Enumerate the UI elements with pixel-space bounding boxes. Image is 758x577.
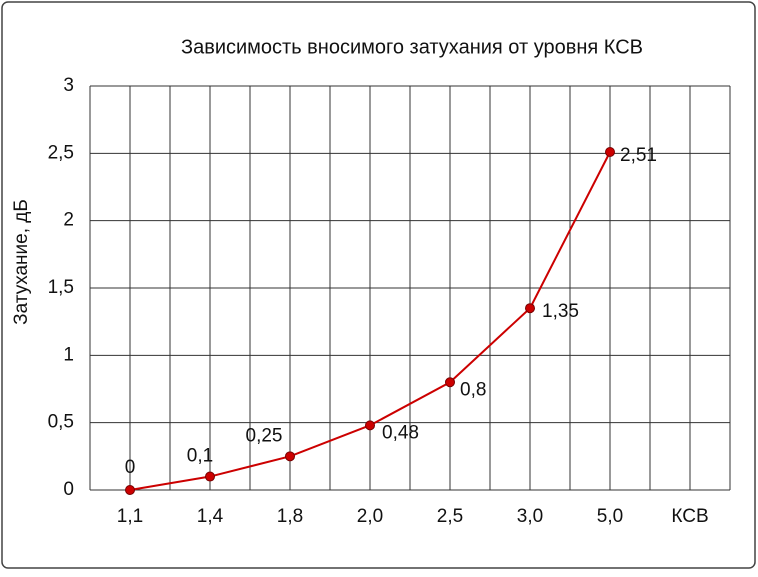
y-tick-label: 1,5 [48, 277, 74, 298]
x-tick-label: 1,1 [117, 506, 143, 527]
data-label: 0,8 [460, 379, 486, 400]
x-tick-label: 5,0 [597, 506, 623, 527]
point [445, 377, 455, 388]
y-tick-label: 0,5 [48, 412, 74, 433]
point [365, 420, 375, 431]
x-axis-label: КСВ [671, 506, 708, 527]
y-tick-label: 2,5 [48, 142, 74, 163]
y-tick-label: 0 [63, 479, 74, 500]
x-tick-label: 3,0 [517, 506, 543, 527]
y-tick-label: 2 [63, 210, 74, 231]
point [285, 451, 295, 462]
data-label: 0 [125, 457, 136, 478]
y-axis-label: Затухание, дБ [11, 199, 32, 325]
point [525, 303, 535, 314]
point [205, 471, 215, 482]
point [605, 146, 615, 157]
x-tick-label: 2,5 [437, 506, 463, 527]
point [125, 485, 135, 495]
chart-title: Зависимость вносимого затухания от уровн… [181, 36, 643, 58]
data-label: 0,48 [382, 422, 419, 443]
data-label: 1,35 [542, 301, 579, 322]
x-tick-label: 1,4 [197, 506, 224, 527]
data-label: 0,25 [246, 425, 283, 446]
y-tick-label: 3 [63, 75, 74, 96]
data-label: 0,1 [187, 446, 213, 467]
x-tick-label: 1,8 [277, 506, 303, 527]
data-label: 2,51 [620, 145, 657, 166]
x-tick-label: 2,0 [357, 506, 383, 527]
y-tick-label: 1 [63, 344, 74, 365]
